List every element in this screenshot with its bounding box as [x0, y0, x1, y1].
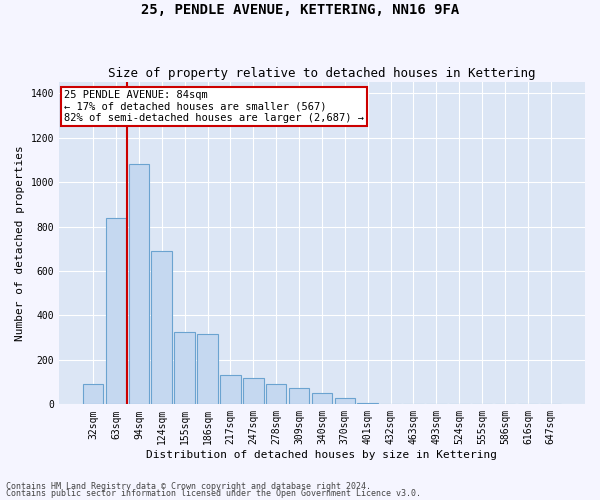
Bar	[175, 332, 195, 404]
Text: Contains HM Land Registry data © Crown copyright and database right 2024.: Contains HM Land Registry data © Crown c…	[6, 482, 371, 491]
Bar	[220, 376, 241, 404]
Bar	[128, 164, 149, 404]
Bar	[311, 393, 332, 404]
Bar	[151, 251, 172, 404]
Bar	[335, 398, 355, 404]
X-axis label: Distribution of detached houses by size in Kettering: Distribution of detached houses by size …	[146, 450, 497, 460]
Title: Size of property relative to detached houses in Kettering: Size of property relative to detached ho…	[108, 66, 536, 80]
Bar	[358, 403, 378, 404]
Bar	[243, 378, 263, 404]
Text: 25 PENDLE AVENUE: 84sqm
← 17% of detached houses are smaller (567)
82% of semi-d: 25 PENDLE AVENUE: 84sqm ← 17% of detache…	[64, 90, 364, 124]
Text: 25, PENDLE AVENUE, KETTERING, NN16 9FA: 25, PENDLE AVENUE, KETTERING, NN16 9FA	[141, 2, 459, 16]
Bar	[266, 384, 286, 404]
Text: Contains public sector information licensed under the Open Government Licence v3: Contains public sector information licen…	[6, 489, 421, 498]
Bar	[83, 384, 103, 404]
Bar	[197, 334, 218, 404]
Bar	[289, 388, 310, 404]
Y-axis label: Number of detached properties: Number of detached properties	[15, 146, 25, 341]
Bar	[106, 218, 127, 404]
